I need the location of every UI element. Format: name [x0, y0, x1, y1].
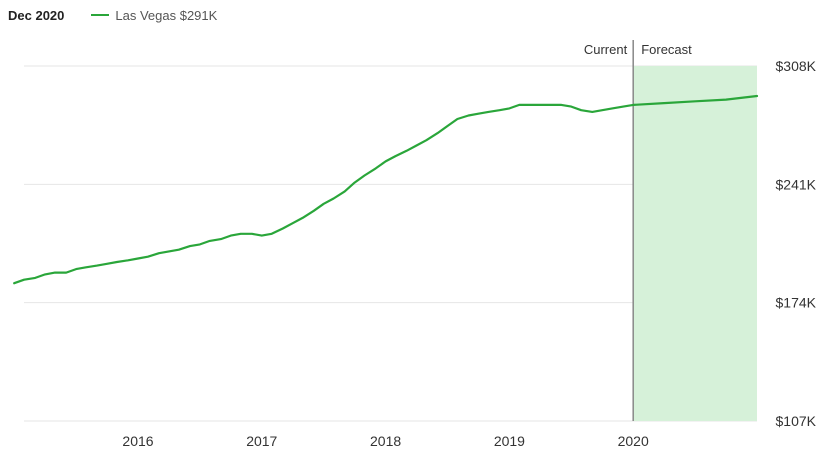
x-tick-label: 2017	[246, 433, 277, 449]
legend-label: Las Vegas $291K	[115, 7, 218, 23]
date-label: Dec 2020	[8, 7, 65, 23]
y-tick-label: $241K	[776, 176, 817, 192]
x-tick-label: 2019	[494, 433, 525, 449]
legend[interactable]: Las Vegas $291K	[91, 8, 217, 23]
y-tick-label: $174K	[776, 295, 817, 311]
forecast-region	[633, 66, 757, 421]
series-line[interactable]	[13, 94, 759, 285]
current-label: Current	[584, 42, 628, 57]
y-tick-label: $308K	[776, 58, 817, 74]
x-tick-label: 2018	[370, 433, 401, 449]
x-tick-label: 2016	[122, 433, 153, 449]
legend-line-swatch	[91, 14, 110, 16]
x-tick-label: 2020	[618, 433, 649, 449]
y-tick-label: $107K	[776, 413, 817, 429]
forecast-label: Forecast	[641, 42, 692, 57]
chart-header: Dec 2020 Las Vegas $291K	[8, 6, 217, 24]
